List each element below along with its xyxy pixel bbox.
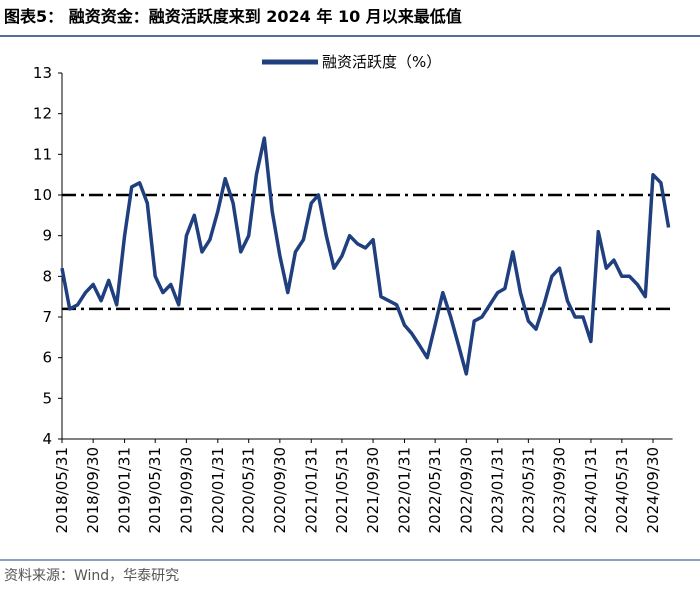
x-tick-label: 2020/01/31	[209, 447, 227, 533]
x-tick-label: 2021/05/31	[333, 447, 351, 533]
x-tick-label: 2019/05/31	[146, 447, 164, 533]
y-tick-label: 11	[33, 145, 52, 163]
x-tick-label: 2021/09/30	[364, 447, 382, 533]
x-tick-label: 2022/05/31	[426, 447, 444, 533]
y-tick-label: 4	[42, 430, 52, 448]
y-tick-label: 13	[33, 64, 52, 82]
y-tick-label: 9	[42, 227, 52, 245]
x-tick-label: 2024/05/31	[613, 447, 631, 533]
x-tick-label: 2024/09/30	[644, 447, 662, 533]
y-tick-label: 12	[33, 105, 52, 123]
x-tick-label: 2019/01/31	[116, 447, 134, 533]
y-tick-label: 6	[42, 349, 52, 367]
chart-title: 图表5： 融资资金：融资活跃度来到 2024 年 10 月以来最低值	[4, 7, 462, 26]
x-tick-label: 2020/09/30	[271, 447, 289, 533]
x-tick-label: 2021/01/31	[302, 447, 320, 533]
x-tick-label: 2020/05/31	[240, 447, 258, 533]
x-tick-label: 2018/05/31	[53, 447, 71, 533]
x-tick-label: 2018/09/30	[84, 447, 102, 533]
data-line	[60, 136, 671, 376]
y-tick-label: 10	[33, 186, 52, 204]
x-tick-label: 2022/09/30	[457, 447, 475, 533]
legend-label: 融资活跃度（%）	[322, 53, 441, 71]
x-tick-label: 2023/01/31	[489, 447, 507, 533]
y-tick-label: 8	[42, 267, 52, 285]
y-tick-label: 5	[42, 389, 52, 407]
x-tick-label: 2023/09/30	[551, 447, 569, 533]
y-tick-label: 7	[42, 308, 52, 326]
x-tick-label: 2022/01/31	[395, 447, 413, 533]
x-tick-label: 2023/05/31	[519, 447, 537, 533]
x-tick-label: 2024/01/31	[582, 447, 600, 533]
x-tick-label: 2019/09/30	[177, 447, 195, 533]
source-note: 资料来源：Wind，华泰研究	[4, 568, 179, 584]
